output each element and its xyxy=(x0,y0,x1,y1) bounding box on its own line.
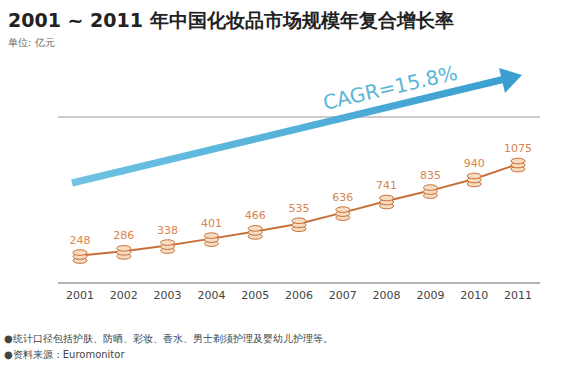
svg-text:2005: 2005 xyxy=(241,289,269,302)
svg-text:2009: 2009 xyxy=(416,289,444,302)
svg-text:2004: 2004 xyxy=(197,289,225,302)
svg-text:2003: 2003 xyxy=(154,289,182,302)
svg-text:2011: 2011 xyxy=(504,289,532,302)
svg-text:2008: 2008 xyxy=(373,289,401,302)
svg-text:940: 940 xyxy=(464,157,485,170)
svg-text:466: 466 xyxy=(245,209,266,222)
svg-text:CAGR=15.8%: CAGR=15.8% xyxy=(321,61,460,115)
svg-text:2002: 2002 xyxy=(110,289,138,302)
svg-text:2001: 2001 xyxy=(66,289,94,302)
svg-text:2007: 2007 xyxy=(329,289,357,302)
svg-text:535: 535 xyxy=(289,202,310,215)
svg-text:401: 401 xyxy=(201,217,222,230)
html-text:2001 ~ 2011 年中国化妆品市场规模年复合增长率: 2001 ~ 2011 年中国化妆品市场规模年复合增长率 xyxy=(8,9,454,31)
svg-text:2010: 2010 xyxy=(460,289,488,302)
svg-text:2006: 2006 xyxy=(285,289,313,302)
svg-text:636: 636 xyxy=(332,191,353,204)
svg-text:835: 835 xyxy=(420,169,441,182)
svg-text:1075: 1075 xyxy=(504,142,532,155)
html-text:●资料来源：Euromonitor: ●资料来源：Euromonitor xyxy=(4,349,125,360)
svg-text:286: 286 xyxy=(113,229,134,242)
html-text:●统计口径包括护肤、防晒、彩妆、香水、男士剃须护理及婴幼儿护: ●统计口径包括护肤、防晒、彩妆、香水、男士剃须护理及婴幼儿护理等。 xyxy=(4,333,333,344)
svg-text:248: 248 xyxy=(70,234,91,247)
svg-text:741: 741 xyxy=(376,179,397,192)
svg-text:338: 338 xyxy=(157,224,178,237)
html-text:单位: 亿元: 单位: 亿元 xyxy=(8,37,55,48)
